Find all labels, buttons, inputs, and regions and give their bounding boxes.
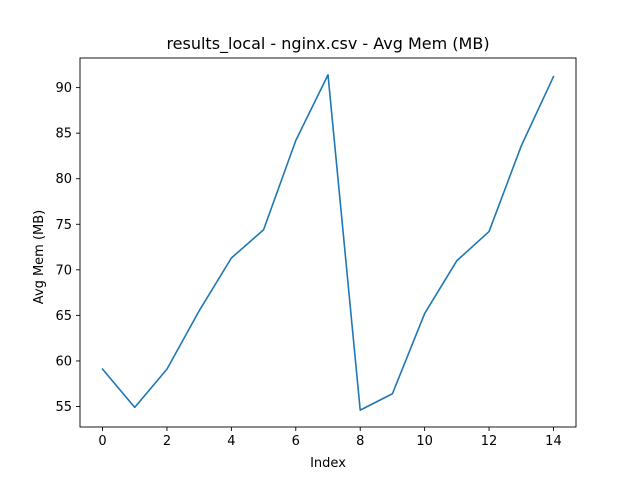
x-tick-label: 0 [98,434,106,449]
axes-frame [79,57,577,428]
y-axis-label: Avg Mem (MB) [32,210,47,305]
y-tick-label: 80 [55,172,72,187]
y-tick-label: 60 [55,354,72,369]
x-tick-label: 10 [416,434,433,449]
y-tick-label: 65 [55,309,72,324]
y-tick-label: 75 [55,218,72,233]
y-tick-label: 55 [55,400,72,415]
x-tick-label: 6 [292,434,300,449]
x-tick-label: 14 [545,434,562,449]
chart-title: results_local - nginx.csv - Avg Mem (MB) [166,34,489,54]
y-tick-label: 70 [55,263,72,278]
x-tick-label: 2 [163,434,171,449]
x-tick-label: 12 [481,434,498,449]
y-tick-label: 90 [55,81,72,96]
plot-area: 0 2 4 6 8 10 12 14 55 60 65 70 75 80 85 90 [55,57,577,449]
x-tick-label: 8 [356,434,364,449]
y-tick-label: 85 [55,127,72,142]
x-tick-label: 4 [227,434,235,449]
series-line [101,74,555,411]
x-axis-label: Index [310,456,346,471]
